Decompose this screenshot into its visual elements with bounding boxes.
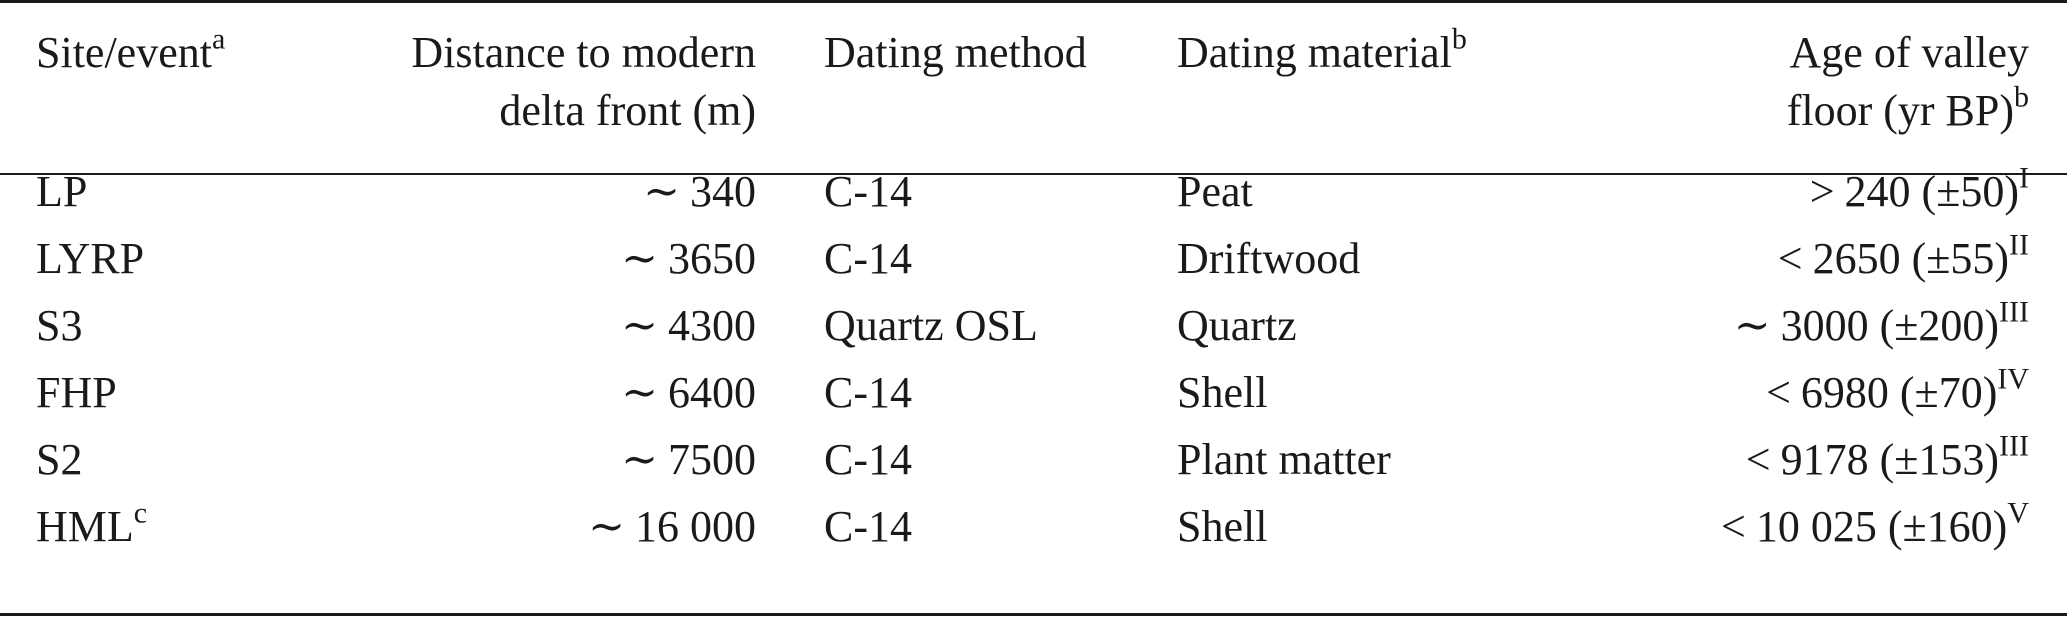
table-row: HMLc ∼ 16 000 C-14 Shell <10 025 (±160)V	[0, 493, 2067, 560]
cell-site: S2	[36, 435, 83, 484]
table-row: LP ∼ 340 C-14 Peat >240 (±50)I	[0, 146, 2067, 225]
table-row: LYRP ∼ 3650 C-14 Driftwood <2650 (±55)II	[0, 225, 2067, 292]
table-row: FHP ∼ 6400 C-14 Shell <6980 (±70)IV	[0, 359, 2067, 426]
header-row: Site/eventa Distance to modern delta fron…	[0, 0, 2067, 146]
cell-distance: ∼ 340	[643, 167, 756, 216]
cell-site: LP	[36, 167, 88, 216]
cell-material: Peat	[1177, 167, 1253, 216]
cell-site: FHP	[36, 368, 117, 417]
cell-age: <9178 (±153)III	[1745, 429, 2029, 484]
header-distance: Distance to modern delta front (m)	[411, 28, 756, 135]
cell-age: <6980 (±70)IV	[1766, 362, 2029, 417]
cell-distance: ∼ 7500	[621, 435, 756, 484]
cell-age: >240 (±50)I	[1809, 161, 2029, 216]
cell-distance: ∼ 3650	[621, 234, 756, 283]
cell-method: C-14	[824, 502, 912, 551]
header-age: Age of valley floor (yr BP)b	[1786, 28, 2029, 135]
cell-age: <2650 (±55)II	[1777, 228, 2029, 283]
cell-material: Shell	[1177, 502, 1268, 551]
cell-age: ∼ 3000 (±200)III	[1733, 295, 2029, 350]
header-dating-material: Dating materialb	[1177, 22, 1467, 77]
cell-distance: ∼ 6400	[621, 368, 756, 417]
bottom-rule	[0, 613, 2067, 616]
header-dating-method: Dating method	[824, 28, 1087, 77]
cell-site: HMLc	[36, 496, 148, 551]
cell-method: C-14	[824, 234, 912, 283]
cell-material: Shell	[1177, 368, 1268, 417]
header-site-event: Site/eventa	[36, 22, 226, 77]
cell-distance: ∼ 16 000	[588, 502, 756, 551]
cell-site: S3	[36, 301, 83, 350]
cell-material: Driftwood	[1177, 234, 1361, 283]
cell-age: <10 025 (±160)V	[1721, 496, 2029, 551]
cell-method: C-14	[824, 167, 912, 216]
cell-method: C-14	[824, 368, 912, 417]
table-row: S3 ∼ 4300 Quartz OSL Quartz ∼ 3000 (±200)I…	[0, 292, 2067, 359]
top-rule	[0, 0, 2067, 3]
header-rule	[0, 173, 2067, 175]
cell-site: LYRP	[36, 234, 145, 283]
cell-method: Quartz OSL	[824, 301, 1038, 350]
cell-distance: ∼ 4300	[621, 301, 756, 350]
cell-material: Plant matter	[1177, 435, 1391, 484]
dating-table: Site/eventa Distance to modern delta fron…	[0, 0, 2067, 560]
cell-method: C-14	[824, 435, 912, 484]
cell-material: Quartz	[1177, 301, 1297, 350]
table-row: S2 ∼ 7500 C-14 Plant matter <9178 (±153)I…	[0, 426, 2067, 493]
